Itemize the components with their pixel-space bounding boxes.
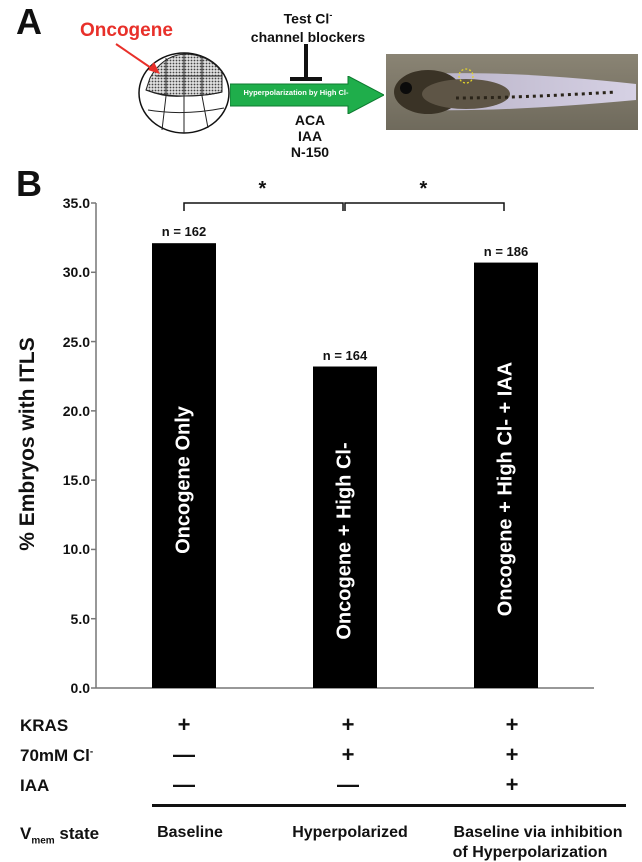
y-tick-label: 5.0 xyxy=(70,610,90,627)
bar-n-label: n = 186 xyxy=(483,243,529,259)
y-tick-label: 10.0 xyxy=(62,541,90,558)
bar xyxy=(474,262,538,688)
embryo-illustration xyxy=(138,52,230,134)
vmem-v: V xyxy=(20,824,32,843)
plus-sign: + xyxy=(341,712,355,737)
row-label-kras: KRAS xyxy=(20,716,68,736)
table-divider xyxy=(152,804,626,807)
bar-n-label: n = 164 xyxy=(322,347,368,363)
blocker-n150: N-150 xyxy=(290,144,330,160)
row-label-chloride-text: 70mM Cl xyxy=(20,746,90,765)
arrow-text: Hyperpolarization by High Cl- xyxy=(243,88,349,97)
bar-category-label: Oncogene Only xyxy=(172,405,195,554)
y-tick-label: 15.0 xyxy=(62,472,90,489)
bar-category-label: Oncogene + High Cl- xyxy=(333,442,356,640)
test-label-sup: - xyxy=(329,10,333,20)
test-label-line2: channel blockers xyxy=(250,28,366,45)
state-hyperpolarization: of Hyperpolarization xyxy=(452,844,608,861)
significance-bracket xyxy=(344,202,505,211)
minus-sign: — xyxy=(173,772,195,797)
y-tick-label: 20.0 xyxy=(62,402,90,419)
vmem-state-label: Vmem state xyxy=(20,824,99,846)
panel-a-letter: A xyxy=(16,1,42,42)
row-label-kras-text: KRAS xyxy=(20,716,69,735)
significance-star: * xyxy=(419,178,428,200)
minus-sign: — xyxy=(337,772,359,797)
plus-sign: + xyxy=(177,712,191,737)
y-tick-label: 30.0 xyxy=(62,264,90,281)
y-tick-label: 25.0 xyxy=(62,333,90,350)
test-label-line1: Test Cl xyxy=(283,10,330,27)
bar-category-label: Oncogene + High Cl- + IAA xyxy=(494,362,517,617)
bar xyxy=(313,366,377,688)
row-label-chloride: 70mM Cl- xyxy=(20,746,93,766)
bar-chart xyxy=(91,202,594,689)
y-tick-label: 35.0 xyxy=(62,195,90,211)
bar-n-label: n = 162 xyxy=(161,224,207,240)
inhibition-symbol xyxy=(290,44,322,81)
significance-bracket xyxy=(183,202,344,211)
plus-sign: + xyxy=(505,742,519,767)
y-tick-label: 0.0 xyxy=(70,680,90,696)
minus-sign: — xyxy=(173,742,195,767)
significance-star: * xyxy=(258,178,267,200)
row-label-iaa: IAA xyxy=(20,776,49,796)
vmem-sub: mem xyxy=(31,835,55,847)
plus-sign: + xyxy=(505,712,519,737)
test-blockers-label: Test Cl- channel blockers xyxy=(238,6,378,46)
blocker-list: ACA IAA N-150 xyxy=(260,112,360,160)
hyperpolarization-arrow: Hyperpolarization by High Cl- xyxy=(230,76,384,114)
blocker-aca: ACA xyxy=(294,112,326,128)
vmem-suffix: state xyxy=(54,824,100,843)
plus-sign: + xyxy=(341,742,355,767)
state-baseline-inhibition: Baseline via inhibition xyxy=(453,824,623,841)
blocker-iaa: IAA xyxy=(297,128,323,144)
row-label-iaa-text: IAA xyxy=(20,776,50,795)
oncogene-label: Oncogene xyxy=(80,20,173,41)
row-label-chloride-sup: - xyxy=(89,746,94,758)
panel-b-letter: B xyxy=(16,163,42,204)
oncogene-pointer-arrow xyxy=(115,43,160,74)
state-baseline: Baseline xyxy=(157,824,223,841)
plus-sign: + xyxy=(505,772,519,797)
bar xyxy=(152,243,216,688)
state-hyperpolarized: Hyperpolarized xyxy=(292,824,408,841)
tadpole-photo xyxy=(386,54,638,130)
